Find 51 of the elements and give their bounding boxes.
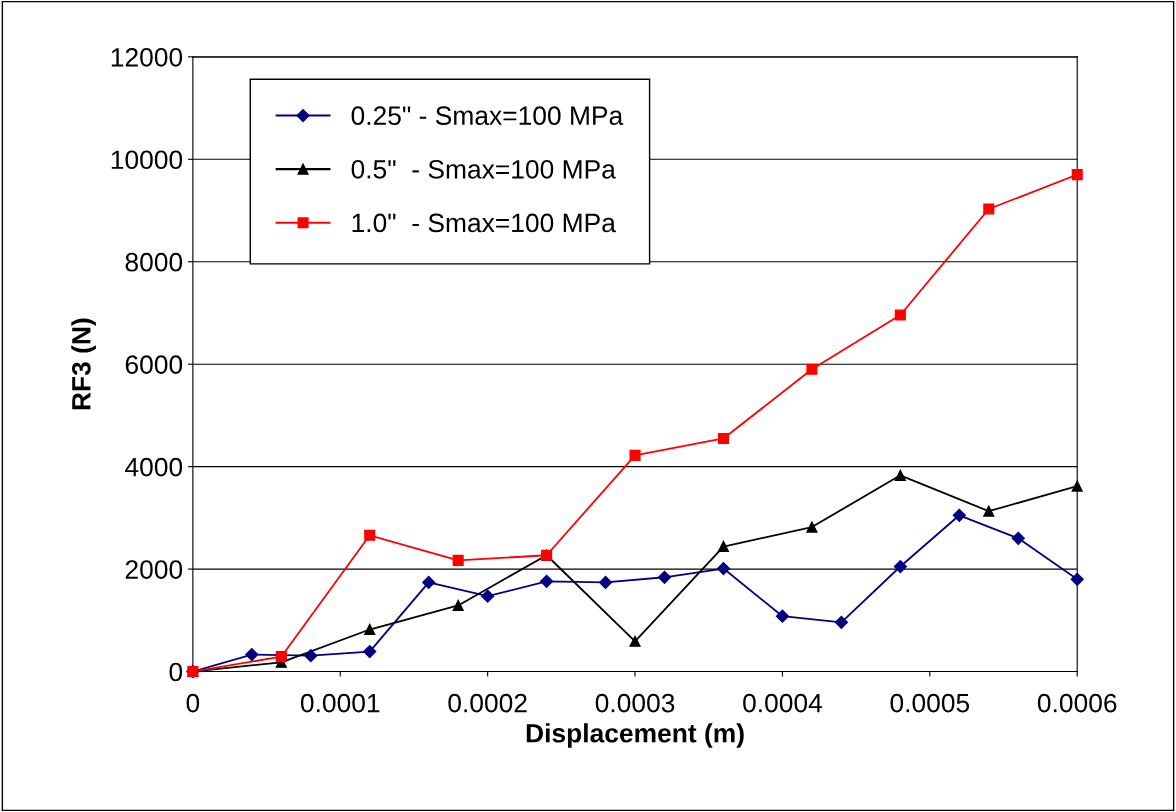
y-tick-label: 10000 [111, 150, 183, 170]
point [834, 615, 848, 629]
point [364, 529, 376, 541]
x-tick-label: 0.0002 [448, 693, 527, 713]
y-tick-label: 4000 [125, 457, 183, 477]
point [598, 575, 613, 589]
point [629, 449, 641, 461]
x-tick-label: 0.0001 [300, 693, 380, 713]
point [245, 648, 259, 662]
point [304, 649, 318, 663]
point [364, 623, 376, 636]
point [894, 309, 906, 321]
y-tick-label: 6000 [125, 355, 183, 374]
x-tick-label: 0.0004 [743, 693, 823, 713]
point [657, 570, 672, 584]
point [275, 651, 287, 663]
x-tick-label: 0.0003 [595, 693, 675, 713]
point [983, 505, 995, 517]
point [1071, 480, 1083, 492]
x-tick-label: 0 [186, 693, 200, 713]
x-tick-label: 0.0005 [890, 693, 970, 713]
y-tick-label: 0 [169, 662, 183, 682]
point [806, 363, 818, 375]
legend-label: 1.0" - Smax=100 MPa [352, 213, 616, 233]
point [452, 599, 464, 612]
y-tick-label: 8000 [125, 252, 183, 272]
point [983, 203, 995, 215]
point [1070, 572, 1084, 586]
x-axis-title: Displacement (m) [526, 723, 744, 748]
point [952, 508, 966, 522]
point [540, 574, 554, 588]
point [452, 554, 464, 566]
x-tick-label: 0.0006 [1037, 693, 1117, 713]
point [363, 644, 377, 659]
point [894, 469, 906, 481]
y-tick-label: 2000 [125, 560, 183, 579]
y-axis-title: RF3 (N) [71, 318, 96, 410]
point [481, 589, 495, 603]
point [422, 575, 436, 589]
point [717, 432, 730, 445]
point [1011, 531, 1025, 545]
point [775, 609, 790, 623]
point [716, 561, 731, 576]
y-tick-label: 12000 [111, 47, 183, 67]
legend-label: 0.25" - Smax=100 MPa [351, 106, 624, 126]
point [629, 635, 641, 647]
point [806, 521, 818, 533]
legend-label: 0.5" - Smax=100 MPa [351, 159, 616, 179]
point [893, 559, 907, 574]
point [717, 540, 730, 553]
point [1071, 169, 1083, 181]
